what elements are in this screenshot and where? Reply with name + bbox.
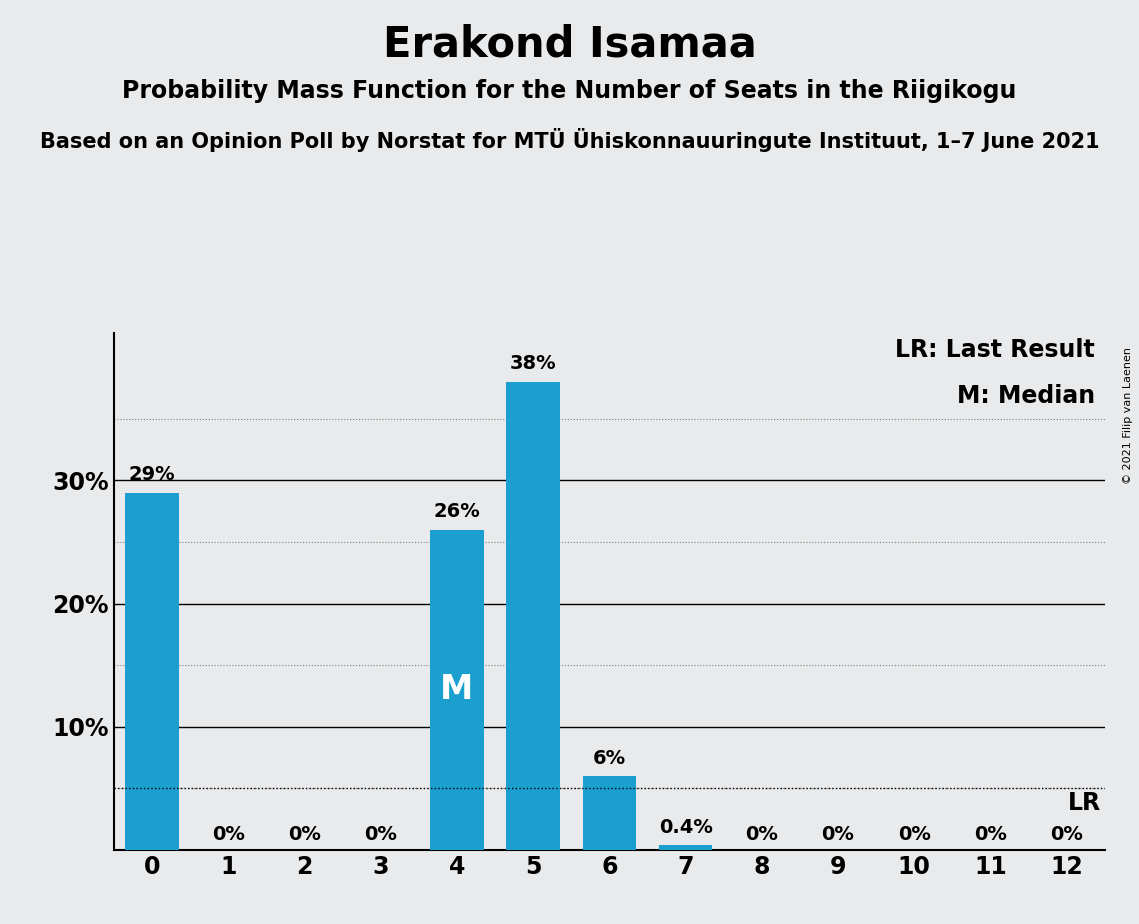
Text: M: M: [441, 674, 474, 707]
Text: 29%: 29%: [129, 465, 175, 484]
Text: 0%: 0%: [898, 825, 931, 844]
Bar: [658, 845, 712, 850]
Text: 0%: 0%: [288, 825, 321, 844]
Text: 0%: 0%: [745, 825, 778, 844]
Bar: [125, 492, 179, 850]
Bar: [507, 382, 560, 850]
Text: 0%: 0%: [212, 825, 245, 844]
Text: 26%: 26%: [434, 502, 481, 521]
Text: 38%: 38%: [510, 354, 557, 373]
Text: 0%: 0%: [1050, 825, 1083, 844]
Text: © 2021 Filip van Laenen: © 2021 Filip van Laenen: [1123, 347, 1133, 484]
Text: LR: LR: [1068, 791, 1101, 815]
Text: 0%: 0%: [364, 825, 398, 844]
Text: LR: Last Result: LR: Last Result: [895, 338, 1095, 362]
Text: 6%: 6%: [592, 748, 626, 768]
Text: 0%: 0%: [974, 825, 1007, 844]
Text: 0.4%: 0.4%: [658, 818, 713, 836]
Text: 0%: 0%: [821, 825, 854, 844]
Text: Probability Mass Function for the Number of Seats in the Riigikogu: Probability Mass Function for the Number…: [122, 79, 1017, 103]
Text: Erakond Isamaa: Erakond Isamaa: [383, 23, 756, 65]
Text: M: Median: M: Median: [957, 384, 1095, 408]
Text: Based on an Opinion Poll by Norstat for MTÜ Ühiskonnauuringute Instituut, 1–7 Ju: Based on an Opinion Poll by Norstat for …: [40, 128, 1099, 152]
Bar: [583, 776, 636, 850]
Bar: [431, 529, 484, 850]
